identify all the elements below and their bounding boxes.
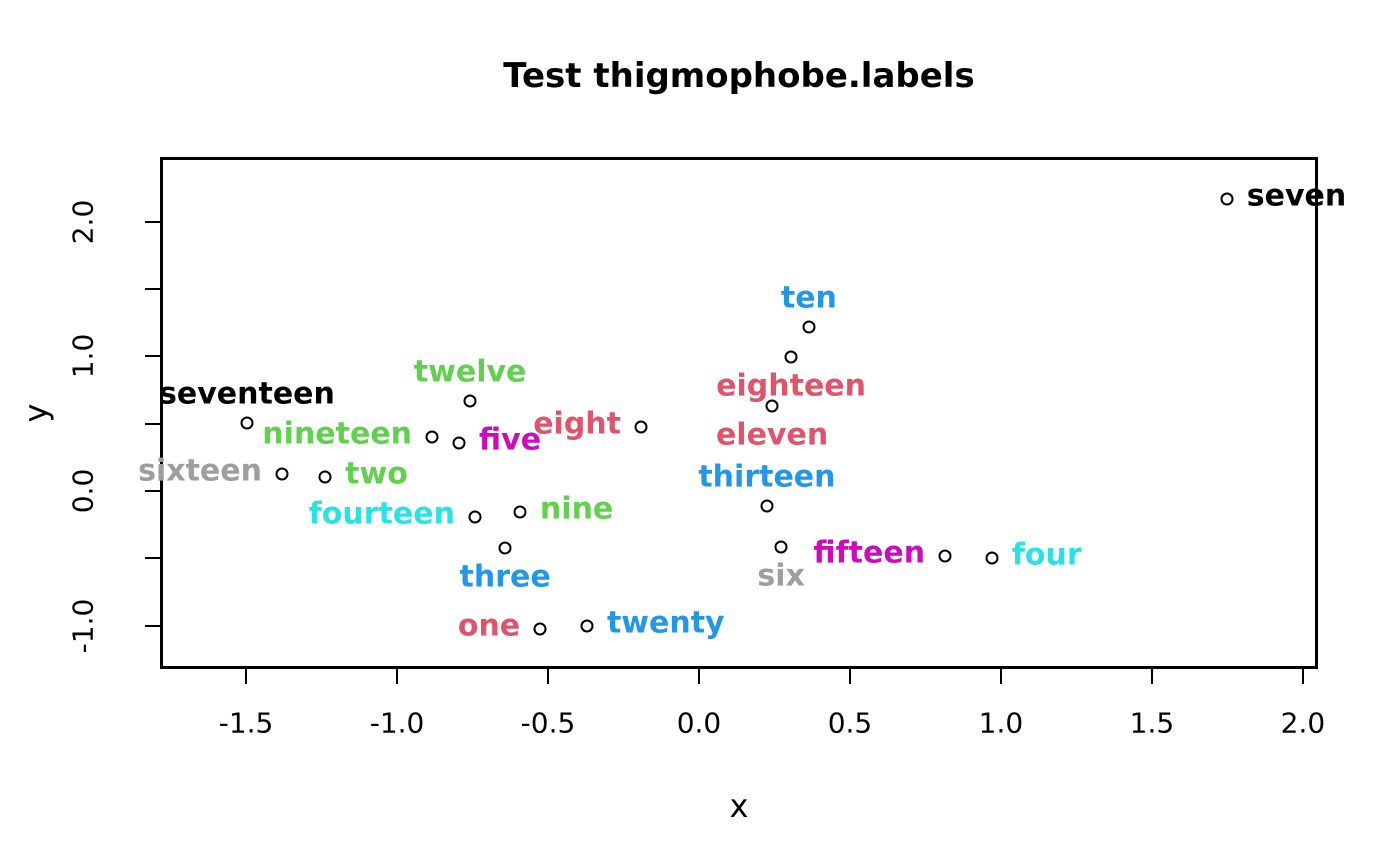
data-point xyxy=(1220,192,1234,206)
point-label: nineteen xyxy=(262,416,413,452)
x-axis-title: x xyxy=(729,787,749,825)
point-label: twenty xyxy=(606,605,725,641)
y-tick-mark xyxy=(145,355,160,358)
point-label: four xyxy=(1011,537,1082,573)
data-point xyxy=(533,622,547,636)
x-tick-mark xyxy=(1150,669,1153,684)
data-point xyxy=(468,510,482,524)
point-label: seventeen xyxy=(159,376,335,412)
point-label: fifteen xyxy=(813,535,926,571)
y-tick-label: -1.0 xyxy=(66,598,100,653)
x-tick-mark xyxy=(697,669,700,684)
data-point xyxy=(452,436,466,450)
point-label: five xyxy=(478,422,542,458)
x-tick-label: 2.0 xyxy=(1280,706,1326,740)
point-label: seven xyxy=(1246,178,1347,214)
x-tick-label: 0.5 xyxy=(827,706,873,740)
point-label: eight xyxy=(533,406,621,442)
point-label: twelve xyxy=(413,354,527,390)
point-label: two xyxy=(345,456,408,492)
x-tick-label: -0.5 xyxy=(520,706,576,740)
x-tick-mark xyxy=(547,669,549,684)
data-point xyxy=(425,430,439,444)
y-tick-mark xyxy=(145,490,160,493)
x-tick-mark xyxy=(396,669,399,684)
data-point xyxy=(513,505,527,519)
data-point xyxy=(580,619,594,633)
point-label: eighteen xyxy=(716,368,867,404)
data-point xyxy=(985,551,999,565)
point-label: ten xyxy=(780,280,837,316)
data-point xyxy=(774,540,788,554)
plot-area xyxy=(160,157,1318,669)
chart-title: Test thigmophobe.labels xyxy=(503,56,975,96)
y-tick-label: 2.0 xyxy=(66,199,100,245)
point-label: thirteen xyxy=(698,459,836,495)
x-tick-mark xyxy=(245,669,248,684)
x-tick-label: 0.0 xyxy=(676,706,722,740)
y-axis-title: y xyxy=(17,403,55,423)
data-point xyxy=(240,416,254,430)
y-tick-mark xyxy=(145,422,160,425)
point-label: sixteen xyxy=(138,453,262,489)
y-tick-mark xyxy=(145,220,160,223)
y-tick-mark xyxy=(145,624,160,627)
x-tick-label: -1.5 xyxy=(218,706,274,740)
y-tick-mark xyxy=(145,557,160,560)
point-label: eleven xyxy=(715,417,829,453)
data-point xyxy=(760,499,774,513)
data-point xyxy=(784,350,798,364)
point-label: nine xyxy=(539,491,614,527)
data-point xyxy=(765,399,779,413)
data-point xyxy=(275,467,289,481)
point-label: one xyxy=(457,608,521,644)
x-tick-mark xyxy=(848,669,851,684)
x-tick-label: 1.0 xyxy=(978,706,1024,740)
y-tick-mark xyxy=(145,288,160,291)
x-tick-mark xyxy=(999,669,1002,684)
data-point xyxy=(802,320,816,334)
point-label: six xyxy=(757,558,805,594)
x-tick-mark xyxy=(1301,669,1304,684)
x-tick-label: -1.0 xyxy=(369,706,425,740)
point-label: three xyxy=(459,559,551,595)
data-point xyxy=(634,420,648,434)
data-point xyxy=(498,541,512,555)
y-tick-label: 0.0 xyxy=(66,468,100,514)
data-point xyxy=(938,549,952,563)
point-label: fourteen xyxy=(308,496,455,532)
data-point xyxy=(318,470,332,484)
x-tick-label: 1.5 xyxy=(1129,706,1175,740)
y-tick-label: 1.0 xyxy=(66,334,100,379)
data-point xyxy=(463,394,477,408)
